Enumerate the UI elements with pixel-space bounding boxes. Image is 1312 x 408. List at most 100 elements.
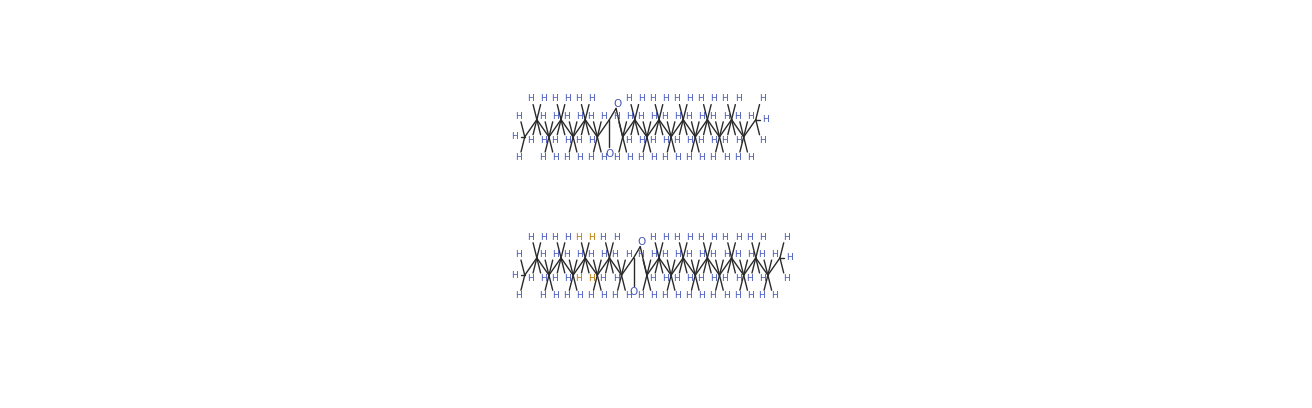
Text: H: H (539, 153, 546, 162)
Text: H: H (758, 274, 766, 283)
Text: H: H (698, 291, 706, 300)
Text: H: H (723, 291, 729, 300)
Text: H: H (723, 250, 729, 259)
Text: H: H (747, 291, 753, 300)
Text: H: H (698, 274, 705, 283)
Text: H: H (674, 112, 681, 121)
Text: H: H (786, 253, 794, 262)
Text: O: O (630, 287, 638, 297)
Text: H: H (588, 112, 594, 121)
Text: H: H (674, 250, 681, 259)
Text: H: H (735, 233, 741, 242)
Text: H: H (758, 136, 766, 145)
Text: H: H (589, 233, 596, 242)
Text: H: H (600, 274, 606, 283)
Text: H: H (649, 136, 656, 145)
Text: H: H (711, 233, 718, 242)
Text: H: H (758, 94, 766, 103)
Text: H: H (626, 112, 632, 121)
Text: H: H (588, 153, 594, 162)
Text: H: H (552, 153, 559, 162)
Text: H: H (723, 153, 729, 162)
Text: H: H (589, 94, 596, 103)
Text: H: H (698, 233, 705, 242)
Text: H: H (600, 233, 606, 242)
Text: H: H (722, 233, 728, 242)
Text: H: H (575, 94, 583, 103)
Text: H: H (674, 153, 681, 162)
Text: H: H (588, 250, 594, 259)
Text: H: H (663, 94, 669, 103)
Text: H: H (527, 136, 534, 145)
Text: H: H (661, 153, 668, 162)
Text: H: H (638, 136, 644, 145)
Text: H: H (512, 271, 518, 279)
Text: H: H (733, 291, 740, 300)
Text: H: H (661, 112, 668, 121)
Text: O: O (638, 237, 646, 247)
Text: H: H (686, 136, 693, 145)
Text: H: H (762, 115, 769, 124)
Text: H: H (711, 274, 718, 283)
Text: H: H (601, 250, 607, 259)
Text: H: H (722, 136, 728, 145)
Text: H: H (686, 94, 693, 103)
Text: H: H (514, 291, 522, 300)
Text: H: H (552, 112, 559, 121)
Text: H: H (685, 250, 691, 259)
Text: H: H (711, 136, 718, 145)
Text: H: H (564, 94, 571, 103)
Text: H: H (747, 250, 753, 259)
Text: H: H (722, 94, 728, 103)
Text: H: H (663, 274, 669, 283)
Text: H: H (636, 112, 644, 121)
Text: H: H (638, 94, 644, 103)
Text: H: H (576, 153, 583, 162)
Text: H: H (564, 136, 571, 145)
Text: H: H (636, 291, 644, 300)
Text: H: H (783, 274, 790, 283)
Text: H: H (722, 274, 728, 283)
Text: H: H (723, 112, 729, 121)
Text: H: H (747, 112, 753, 121)
Text: H: H (747, 153, 753, 162)
Text: H: H (636, 250, 644, 259)
Text: O: O (605, 149, 614, 159)
Text: H: H (735, 136, 741, 145)
Text: H: H (551, 274, 558, 283)
Text: H: H (541, 274, 547, 283)
Text: H: H (563, 153, 569, 162)
Text: H: H (698, 250, 706, 259)
Text: H: H (541, 136, 547, 145)
Text: H: H (551, 94, 558, 103)
Text: H: H (601, 291, 607, 300)
Text: H: H (625, 136, 631, 145)
Text: H: H (563, 291, 569, 300)
Text: H: H (551, 233, 558, 242)
Text: O: O (614, 99, 622, 109)
Text: H: H (576, 291, 583, 300)
Text: H: H (685, 112, 691, 121)
Text: H: H (575, 274, 583, 283)
Text: H: H (651, 153, 657, 162)
Text: H: H (625, 94, 631, 103)
Text: H: H (527, 233, 534, 242)
Text: H: H (564, 274, 571, 283)
Text: H: H (651, 291, 657, 300)
Text: H: H (758, 233, 766, 242)
Text: H: H (711, 94, 718, 103)
Text: H: H (758, 291, 765, 300)
Text: H: H (710, 291, 716, 300)
Text: H: H (661, 250, 668, 259)
Text: H: H (673, 94, 680, 103)
Text: H: H (563, 250, 569, 259)
Text: H: H (651, 250, 657, 259)
Text: H: H (611, 250, 618, 259)
Text: H: H (710, 153, 716, 162)
Text: H: H (673, 136, 680, 145)
Text: H: H (686, 274, 693, 283)
Text: H: H (783, 233, 790, 242)
Text: H: H (575, 136, 583, 145)
Text: H: H (733, 153, 740, 162)
Text: H: H (541, 233, 547, 242)
